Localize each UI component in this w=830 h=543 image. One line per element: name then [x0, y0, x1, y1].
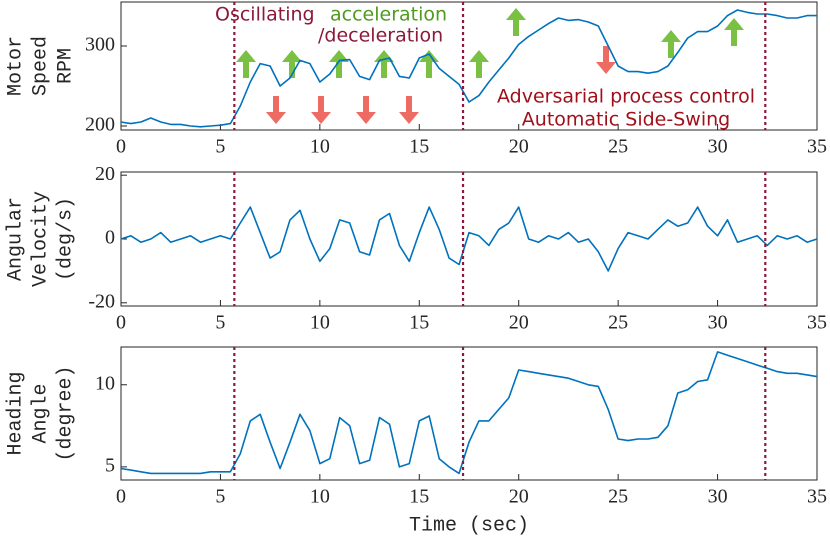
y-axis-label: Motor: [4, 36, 27, 96]
x-tick-label: 5: [215, 312, 225, 334]
x-tick-label: 30: [708, 312, 728, 334]
x-tick-label: 5: [215, 486, 225, 508]
annotation: /deceleration: [318, 25, 443, 47]
y-axis-label: Velocity: [29, 191, 52, 287]
annotation: Adversarial process control: [497, 86, 755, 108]
x-tick-label: 20: [509, 486, 529, 508]
subplot: 0 5 10 15 20 25 30 35 200 300 Motor Speed RPM Oscilla…: [4, 1, 827, 158]
x-tick-label: 30: [708, 136, 728, 158]
y-tick-label: 0: [105, 227, 115, 249]
annotation: Automatic Side-Swing: [522, 109, 730, 131]
x-tick-label: 0: [116, 486, 126, 508]
x-tick-label: 15: [409, 136, 429, 158]
y-axis-label: Speed: [29, 36, 52, 96]
y-tick-label: 20: [95, 163, 115, 185]
data-line: [120, 9, 817, 128]
y-axis-label: Heading: [4, 371, 27, 455]
y-axis-label: Angular: [4, 197, 27, 281]
x-tick-label: 25: [608, 486, 628, 508]
x-tick-label: 5: [215, 136, 225, 158]
arrows: [236, 8, 744, 124]
plot-frame: [120, 1, 818, 131]
y-axis-label: (degree): [54, 365, 77, 461]
x-tick-label: 35: [807, 486, 827, 508]
x-tick-label: 0: [116, 312, 126, 334]
x-tick-label: 10: [310, 136, 330, 158]
x-tick-label: 15: [409, 312, 429, 334]
x-tick-label: 10: [310, 312, 330, 334]
data-line: [120, 206, 818, 272]
annotation: acceleration: [330, 4, 447, 26]
x-tick-label: 30: [708, 486, 728, 508]
plot-frame: [120, 171, 818, 307]
x-axis-label: Time (sec): [409, 514, 529, 537]
x-tick-label: 20: [509, 312, 529, 334]
y-tick-label: 10: [95, 372, 115, 394]
annotation: Oscillating: [215, 4, 315, 26]
x-tick-label: 15: [409, 486, 429, 508]
y-tick-label: -20: [88, 290, 115, 312]
x-tick-label: 0: [116, 136, 126, 158]
y-axis-label: (deg/s): [54, 197, 77, 281]
y-tick-label: 5: [105, 454, 115, 476]
data-line: [120, 351, 818, 475]
y-tick-label: 300: [85, 34, 115, 56]
y-axis-label: Angle: [29, 383, 52, 443]
y-tick-label: 200: [85, 114, 115, 136]
x-tick-label: 35: [807, 312, 827, 334]
x-tick-label: 10: [310, 486, 330, 508]
x-tick-label: 35: [807, 136, 827, 158]
x-tick-label: 25: [608, 136, 628, 158]
x-tick-label: 25: [608, 312, 628, 334]
plot-frame: [120, 346, 818, 481]
x-tick-label: 20: [509, 136, 529, 158]
y-axis-label: RPM: [54, 48, 77, 84]
